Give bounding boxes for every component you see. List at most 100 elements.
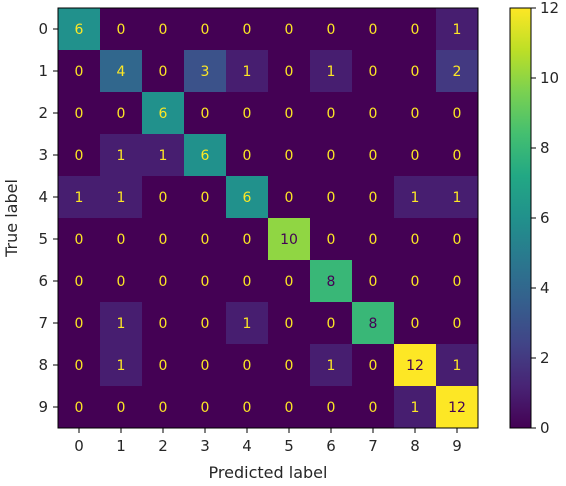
heatmap-cell	[310, 92, 353, 135]
cell-value-label: 1	[453, 190, 462, 206]
cell-value-label: 0	[369, 400, 378, 416]
heatmap-cell	[436, 8, 479, 51]
heatmap-cell	[268, 260, 311, 303]
x-axis-label: Predicted label	[209, 463, 328, 482]
cell-value-label: 0	[327, 232, 336, 248]
cell-value-label: 0	[411, 22, 420, 38]
cell-value-label: 0	[159, 232, 168, 248]
y-tick-label: 1	[38, 62, 48, 80]
cell-value-label: 1	[243, 64, 252, 80]
heatmap-cell	[268, 218, 311, 261]
heatmap-cell	[394, 260, 437, 303]
heatmap-cell	[184, 50, 227, 93]
heatmap-cell	[58, 8, 101, 51]
heatmap-cell	[226, 260, 269, 303]
heatmap-cell	[58, 92, 101, 135]
y-tick-label: 0	[38, 20, 48, 38]
cell-value-label: 0	[201, 106, 210, 122]
y-tick-label: 4	[38, 188, 48, 206]
cell-value-label: 0	[285, 106, 294, 122]
heatmap-cell	[394, 134, 437, 177]
cell-value-label: 1	[117, 316, 126, 332]
heatmap-cell	[184, 302, 227, 345]
cell-value-label: 0	[201, 316, 210, 332]
heatmap-cell	[142, 134, 185, 177]
heatmap-cell	[352, 218, 395, 261]
colorbar-tick-label: 4	[540, 279, 550, 297]
cell-value-label: 0	[285, 274, 294, 290]
y-tick-label: 5	[38, 230, 48, 248]
heatmap-cell	[436, 134, 479, 177]
heatmap-cell	[310, 134, 353, 177]
y-axis-label: True label	[2, 179, 21, 258]
cell-value-label: 0	[411, 316, 420, 332]
x-tick-label: 3	[200, 437, 210, 455]
cell-value-label: 0	[327, 22, 336, 38]
cell-value-label: 0	[453, 316, 462, 332]
cell-value-label: 0	[159, 400, 168, 416]
cell-value-label: 12	[448, 400, 466, 416]
cell-value-label: 0	[159, 22, 168, 38]
y-tick-label: 2	[38, 104, 48, 122]
heatmap-cell	[184, 92, 227, 135]
heatmap-cell	[142, 386, 185, 429]
cell-value-label: 1	[411, 400, 420, 416]
cell-value-label: 1	[159, 148, 168, 164]
heatmap-cell	[436, 386, 479, 429]
x-tick-label: 2	[158, 437, 168, 455]
x-tick-label: 5	[284, 437, 294, 455]
y-axis-ticks: 0 1 2 3 4 5 6 7 8 9	[38, 20, 58, 416]
cell-value-label: 0	[117, 22, 126, 38]
heatmap-cell	[394, 176, 437, 219]
cell-value-label: 0	[201, 190, 210, 206]
heatmap-cell	[226, 302, 269, 345]
cell-value-label: 0	[75, 148, 84, 164]
heatmap-cell	[142, 218, 185, 261]
x-tick-label: 0	[74, 437, 84, 455]
cell-value-label: 8	[369, 316, 378, 332]
cell-value-label: 0	[75, 64, 84, 80]
cell-value-labels: 6 0 0 0 0 0 0 0 0 10 4 0 3 1 0 1 0 0 20 0 6 0 0 0 0 0 0 00 1 1 6 0 0 0 0 0 0…	[75, 22, 466, 416]
heatmap-cell	[436, 50, 479, 93]
heatmap-cell	[58, 260, 101, 303]
x-tick-label: 8	[410, 437, 420, 455]
cell-value-label: 0	[285, 400, 294, 416]
heatmap-cell	[142, 176, 185, 219]
heatmap-cell	[436, 176, 479, 219]
cell-value-label: 1	[243, 316, 252, 332]
heatmap-cell	[226, 134, 269, 177]
heatmap-cell	[100, 386, 143, 429]
cell-value-label: 0	[285, 148, 294, 164]
cell-value-label: 3	[201, 64, 210, 80]
heatmap-cell	[310, 218, 353, 261]
heatmap-cell	[142, 50, 185, 93]
cell-value-label: 1	[327, 64, 336, 80]
heatmap-cell	[142, 344, 185, 387]
heatmap-cell	[100, 218, 143, 261]
colorbar-ticks: 0 2 4 6 8 10 12	[531, 0, 559, 437]
heatmap-cell	[100, 302, 143, 345]
heatmap-cell	[100, 92, 143, 135]
cell-value-label: 0	[201, 400, 210, 416]
heatmap-cell	[58, 386, 101, 429]
heatmap-cell	[184, 260, 227, 303]
heatmap-cell	[310, 50, 353, 93]
y-tick-label: 9	[38, 398, 48, 416]
heatmap-cell	[394, 8, 437, 51]
heatmap-cell	[142, 302, 185, 345]
cell-value-label: 8	[327, 274, 336, 290]
heatmap-cell	[100, 344, 143, 387]
heatmap-cell	[352, 260, 395, 303]
heatmap-cell	[352, 8, 395, 51]
heatmap-cell	[436, 344, 479, 387]
cell-value-label: 1	[117, 358, 126, 374]
x-axis-ticks: 0 1 2 3 4 5 6 7 8 9	[74, 428, 462, 455]
heatmap-cell	[58, 302, 101, 345]
heatmap-cell	[226, 50, 269, 93]
cell-value-label: 0	[201, 274, 210, 290]
heatmap-cell	[268, 344, 311, 387]
heatmap-cell	[394, 50, 437, 93]
cell-value-label: 0	[369, 190, 378, 206]
cell-value-label: 0	[75, 274, 84, 290]
heatmap-cell	[310, 8, 353, 51]
